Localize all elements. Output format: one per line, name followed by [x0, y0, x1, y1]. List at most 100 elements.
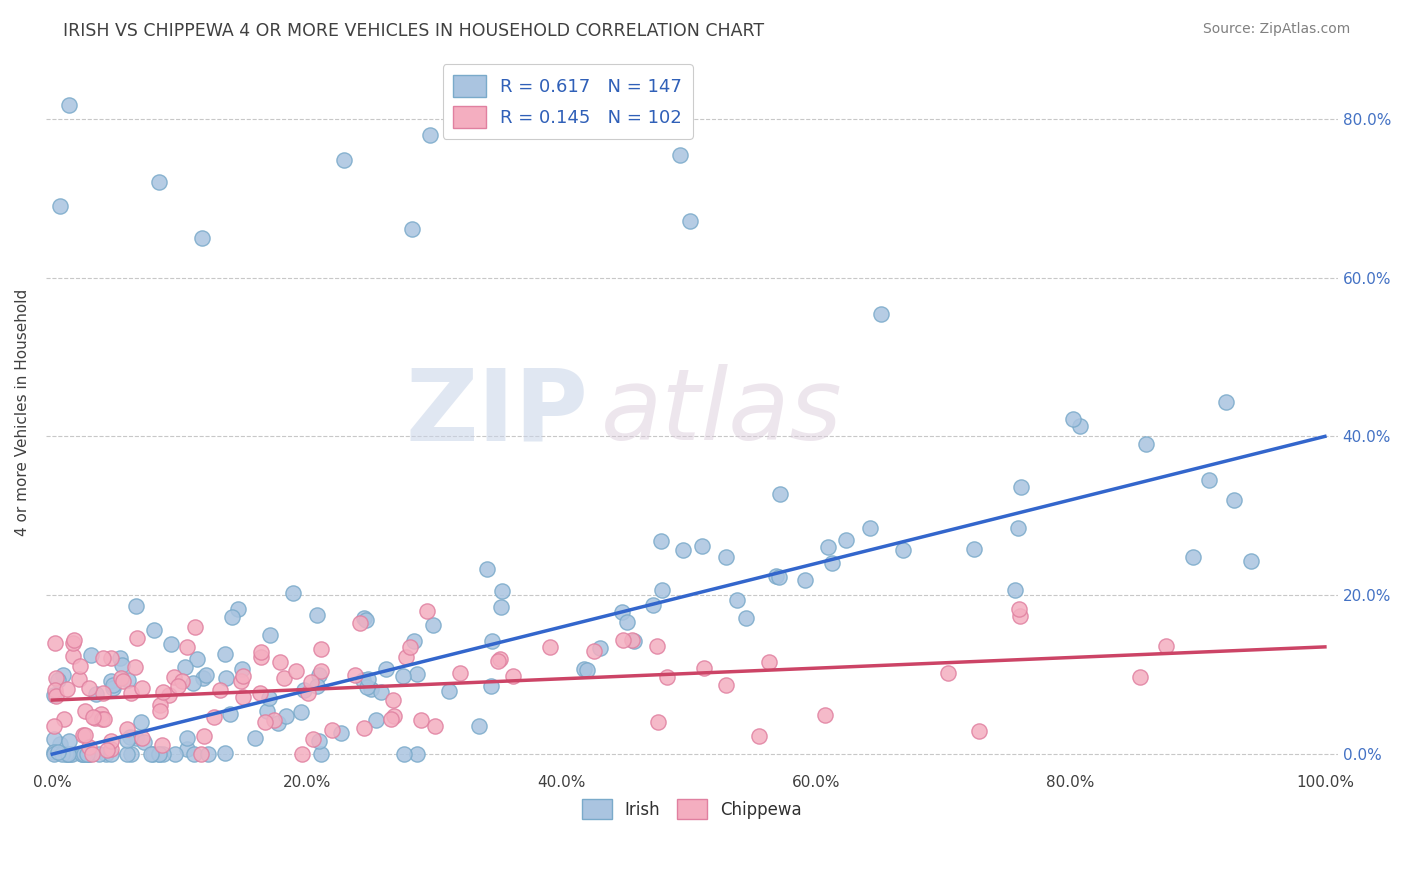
Point: [419, 128, 441, 142]
Point: [381, 692, 404, 706]
Point: [70, 747, 93, 761]
Point: [160, 637, 183, 651]
Point: [142, 747, 165, 761]
Point: [301, 732, 323, 747]
Point: [53, 712, 76, 726]
Point: [84, 711, 107, 725]
Point: [59, 747, 82, 761]
Point: [134, 735, 156, 749]
Point: [612, 632, 634, 647]
Point: [100, 674, 122, 689]
Point: [835, 533, 858, 548]
Point: [821, 556, 844, 570]
Point: [489, 599, 512, 614]
Point: [416, 604, 439, 618]
Point: [1069, 419, 1091, 434]
Point: [333, 153, 356, 168]
Point: [42, 719, 65, 733]
Point: [329, 726, 352, 740]
Point: [243, 731, 266, 745]
Point: [186, 652, 208, 666]
Point: [73, 747, 96, 761]
Point: [93, 712, 115, 726]
Point: [1010, 480, 1032, 494]
Point: [620, 632, 643, 647]
Point: [58, 97, 80, 112]
Point: [292, 683, 315, 698]
Text: atlas: atlas: [602, 364, 844, 461]
Point: [190, 747, 212, 761]
Point: [49, 199, 72, 213]
Point: [299, 674, 322, 689]
Point: [254, 715, 277, 730]
Point: [616, 615, 638, 629]
Legend: Irish, Chippewa: Irish, Chippewa: [575, 792, 808, 826]
Point: [281, 585, 304, 599]
Point: [401, 222, 423, 236]
Point: [647, 715, 669, 730]
Point: [1129, 670, 1152, 684]
Point: [814, 707, 837, 722]
Point: [538, 640, 561, 655]
Point: [297, 686, 319, 700]
Point: [375, 662, 398, 676]
Point: [382, 709, 405, 723]
Point: [152, 747, 174, 761]
Point: [477, 562, 499, 576]
Point: [131, 681, 153, 695]
Point: [679, 214, 702, 228]
Point: [176, 742, 198, 756]
Point: [149, 704, 172, 718]
Point: [1135, 437, 1157, 451]
Point: [79, 747, 101, 761]
Point: [409, 713, 432, 727]
Point: [77, 740, 100, 755]
Point: [80, 648, 103, 663]
Point: [173, 660, 195, 674]
Point: [152, 684, 174, 698]
Point: [370, 685, 392, 699]
Point: [645, 639, 668, 653]
Point: [44, 747, 66, 761]
Point: [276, 709, 298, 723]
Point: [479, 679, 502, 693]
Point: [859, 521, 882, 535]
Point: [183, 747, 205, 761]
Point: [69, 659, 91, 673]
Point: [157, 688, 180, 702]
Point: [51, 747, 73, 761]
Point: [468, 719, 491, 733]
Point: [353, 721, 375, 735]
Point: [193, 730, 215, 744]
Point: [209, 682, 232, 697]
Point: [364, 713, 387, 727]
Point: [311, 747, 333, 761]
Point: [184, 620, 207, 634]
Point: [117, 673, 139, 688]
Point: [191, 231, 214, 245]
Point: [55, 747, 77, 761]
Point: [486, 654, 509, 668]
Point: [117, 747, 139, 761]
Point: [45, 690, 67, 704]
Point: [152, 739, 174, 753]
Point: [62, 632, 84, 647]
Point: [1010, 608, 1032, 623]
Point: [91, 686, 114, 700]
Text: Source: ZipAtlas.com: Source: ZipAtlas.com: [1202, 22, 1350, 37]
Point: [96, 747, 118, 761]
Point: [103, 678, 125, 692]
Point: [131, 731, 153, 745]
Point: [176, 640, 198, 654]
Point: [491, 583, 513, 598]
Point: [758, 655, 780, 669]
Point: [167, 680, 190, 694]
Point: [425, 718, 447, 732]
Point: [231, 674, 253, 689]
Point: [422, 618, 444, 632]
Point: [110, 671, 132, 685]
Point: [163, 747, 186, 761]
Point: [148, 747, 170, 761]
Point: [91, 712, 114, 726]
Point: [46, 746, 69, 760]
